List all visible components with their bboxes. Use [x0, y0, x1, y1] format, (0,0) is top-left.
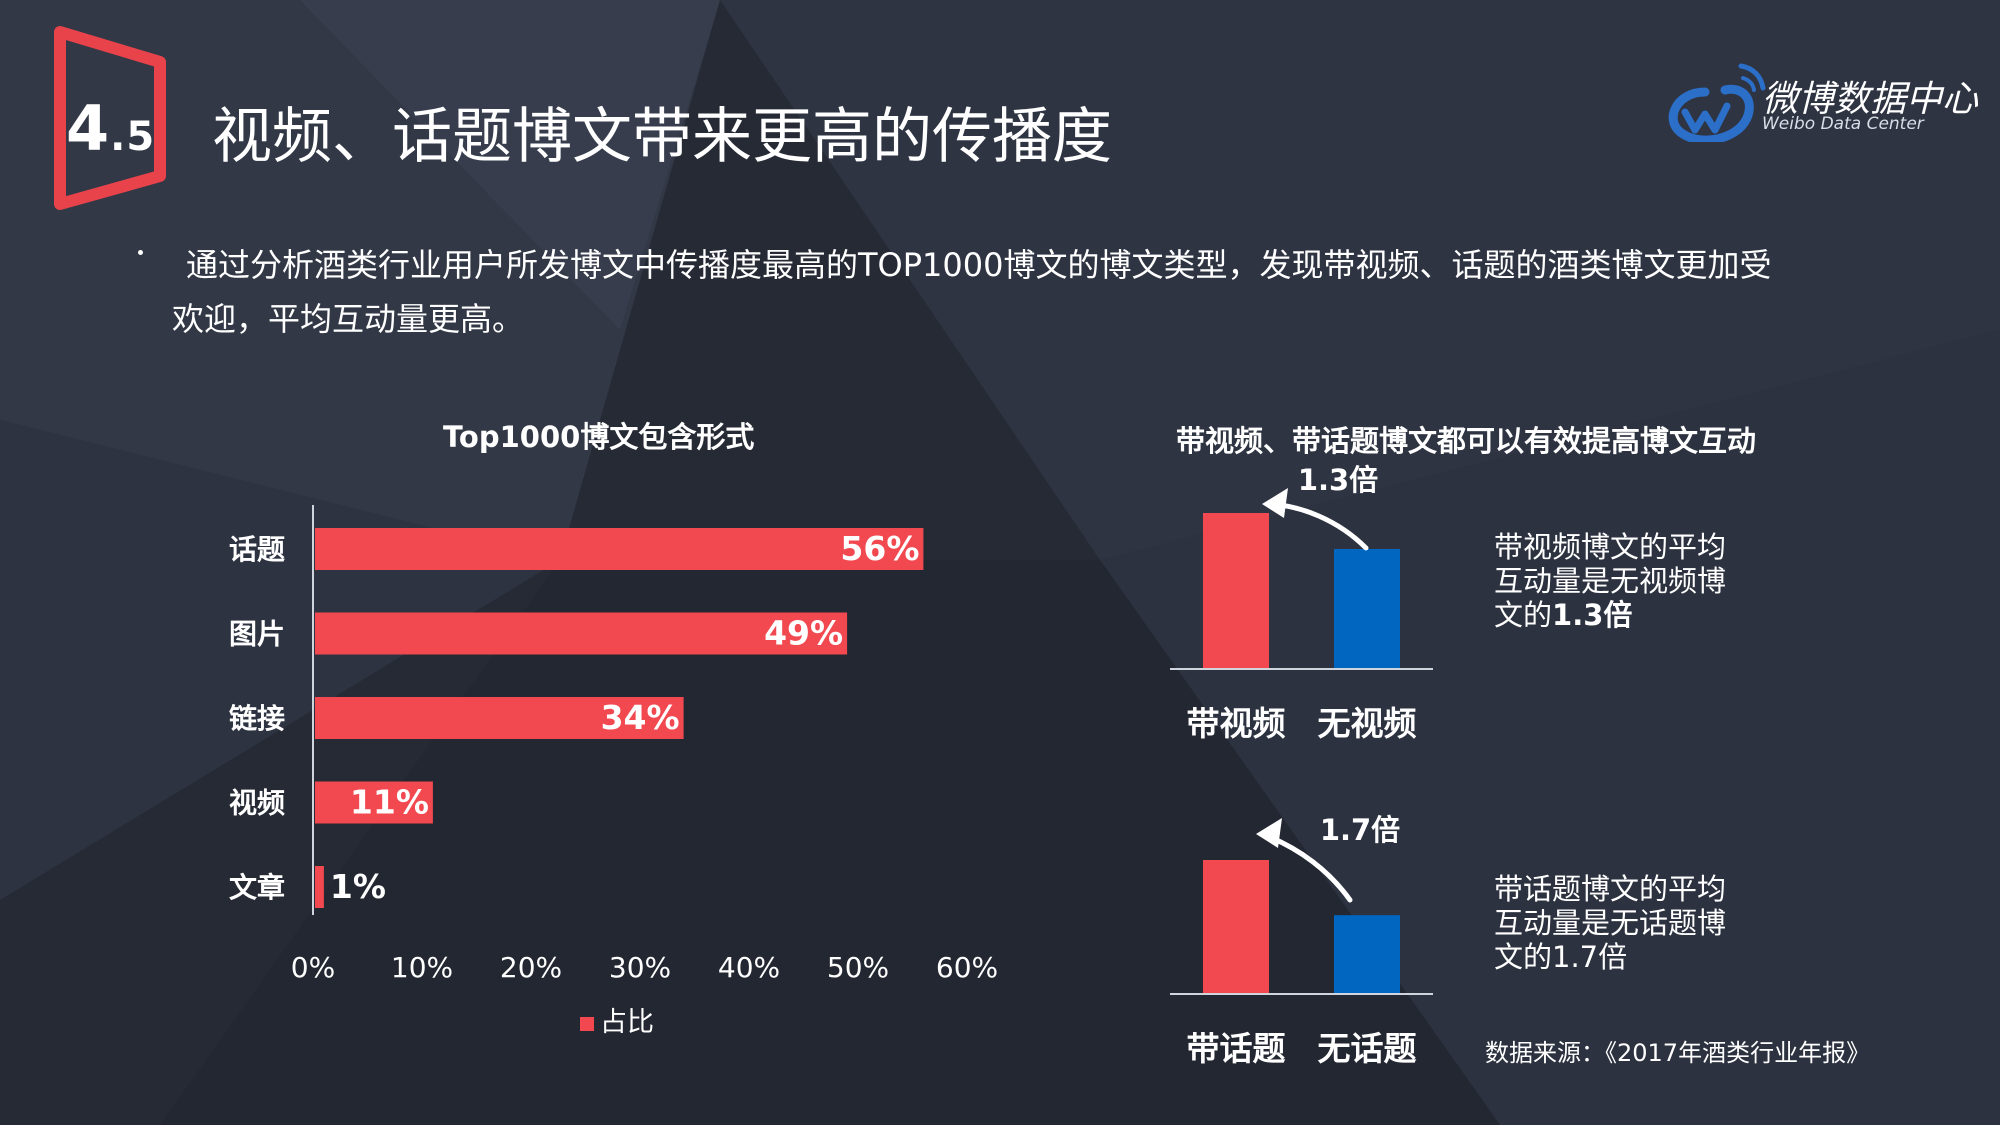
- data-source: 数据来源：《2017年酒类行业年报》: [1485, 1039, 1871, 1067]
- x-tick-2: 20%: [500, 951, 562, 984]
- section-number: 4.5: [66, 92, 156, 165]
- value-label-4: 1%: [330, 867, 386, 906]
- description-line-1: 通过分析酒类行业用户所发博文中传播度最高的TOP1000博文的博文类型，发现带视…: [186, 246, 1772, 284]
- compare-bar-1-0: [1203, 860, 1269, 994]
- description: 通过分析酒类行业用户所发博文中传播度最高的TOP1000博文的博文类型，发现带视…: [172, 238, 1852, 346]
- category-label-0: 话题: [229, 533, 285, 566]
- compare-bar-0-0: [1203, 513, 1269, 669]
- bar-3: [315, 781, 433, 824]
- logo-text: 微博数据中心: [1762, 79, 1979, 120]
- legend-label: 占比: [600, 1007, 654, 1038]
- ratio-label-0: 1.3倍: [1298, 463, 1378, 497]
- x-tick-1: 10%: [391, 951, 453, 984]
- bar-4: [315, 866, 324, 908]
- compare-label-1-1: 无话题: [1318, 1029, 1417, 1068]
- bullet-dot: [138, 250, 143, 255]
- category-label-2: 链接: [229, 702, 285, 735]
- section-badge: [54, 26, 166, 210]
- page-title: 视频、话题博文带来更高的传播度: [212, 102, 1112, 172]
- x-tick-3: 30%: [609, 951, 671, 984]
- compare-label-0-0: 带视频: [1187, 704, 1286, 743]
- category-label-1: 图片: [229, 618, 285, 651]
- value-label-0: 56%: [840, 529, 919, 568]
- value-label-2: 34%: [601, 698, 680, 737]
- x-tick-5: 50%: [827, 951, 889, 984]
- legend-swatch: [580, 1016, 594, 1031]
- weibo-logo-icon: [1668, 63, 1766, 142]
- arrow-head-icon-1: [1256, 818, 1282, 848]
- right-chart-title: 带视频、带话题博文都可以有效提高博文互动: [1176, 424, 1757, 458]
- video-note: 带视频博文的平均互动量是无视频博文的1.3倍: [1494, 530, 1727, 632]
- left-chart-title: Top1000博文包含形式: [443, 420, 755, 454]
- bar-2: [315, 697, 684, 739]
- description-line-2: 欢迎，平均互动量更高。: [172, 300, 525, 338]
- ratio-label-1: 1.7倍: [1320, 813, 1400, 847]
- chart-legend: 占比: [580, 1000, 654, 1039]
- value-label-3: 11%: [350, 783, 429, 822]
- value-label-1: 49%: [764, 614, 843, 653]
- category-label-4: 文章: [229, 871, 285, 904]
- x-tick-4: 40%: [718, 951, 780, 984]
- compare-bar-1-1: [1334, 915, 1400, 994]
- logo-subtitle: Weibo Data Center: [1762, 114, 1924, 134]
- bar-0: [315, 528, 924, 570]
- x-tick-0: 0%: [291, 951, 335, 984]
- compare-bar-0-1: [1334, 549, 1400, 669]
- arrow-head-icon-0: [1262, 488, 1288, 518]
- bar-1: [315, 612, 848, 655]
- compare-label-0-1: 无视频: [1318, 704, 1417, 743]
- x-tick-6: 60%: [936, 951, 998, 984]
- category-label-3: 视频: [229, 787, 285, 820]
- topic-note: 带话题博文的平均互动量是无话题博文的1.7倍: [1494, 872, 1727, 974]
- compare-label-1-0: 带话题: [1187, 1029, 1286, 1068]
